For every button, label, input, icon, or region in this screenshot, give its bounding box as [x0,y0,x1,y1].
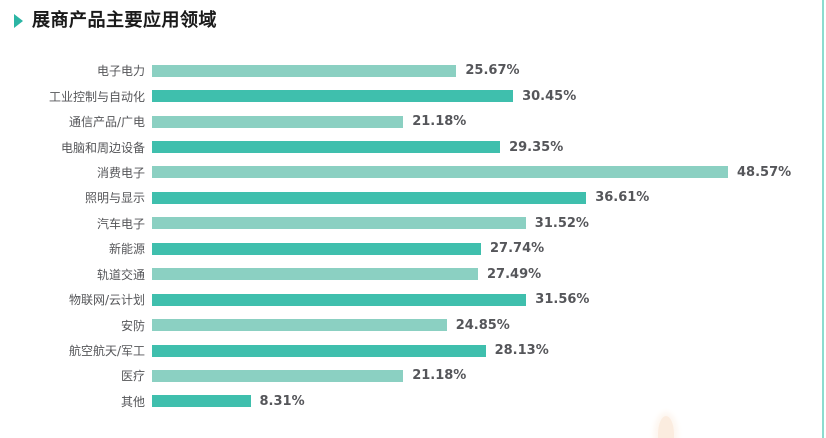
value-label: 31.52% [534,215,589,231]
bar [152,369,404,382]
chart-row: 电子电力 25.67% [0,58,800,83]
category-label: 安防 [120,318,145,333]
bar [152,166,728,179]
value-label: 25.67% [465,63,520,79]
value-label: 48.57% [737,164,792,180]
value-label: 29.35% [509,139,564,155]
bar [152,64,457,77]
category-label: 电脑和周边设备 [60,140,145,155]
bar [152,141,501,154]
value-label: 31.56% [535,292,590,308]
value-label: 24.85% [455,317,510,333]
chart-row: 工业控制与自动化 30.45% [0,83,800,108]
value-label: 30.45% [522,88,577,104]
category-label: 消费电子 [96,165,145,180]
category-label: 轨道交通 [96,267,145,282]
bar [152,293,527,306]
bar [152,395,251,408]
bar [152,191,587,204]
bar [152,344,486,357]
category-label: 医疗 [120,369,145,384]
bar [152,242,481,255]
value-label: 21.18% [412,368,467,384]
chart-row: 电脑和周边设备 29.35% [0,134,800,159]
chart-row: 医疗 21.18% [0,363,800,388]
peach-decoration [658,416,674,438]
bar [152,319,447,332]
value-label: 28.13% [494,343,549,359]
chart-row: 轨道交通 27.49% [0,262,800,287]
value-label: 21.18% [412,114,467,130]
chart-row: 消费电子 48.57% [0,160,800,185]
value-label: 27.74% [490,241,545,257]
category-label: 航空航天/军工 [68,344,145,359]
page-title: 展商产品主要应用领域 [32,10,217,31]
title-marker-icon [14,14,23,28]
bar [152,90,514,103]
category-label: 汽车电子 [96,216,145,231]
chart-row: 新能源 27.74% [0,236,800,261]
bar-chart: 电子电力 25.67% 工业控制与自动化 30.45% 通信产品/广电 21.1… [0,58,800,414]
bar [152,217,526,230]
chart-header: 展商产品主要应用领域 [14,12,217,30]
chart-row: 其他 8.31% [0,389,800,414]
category-label: 通信产品/广电 [68,115,145,130]
chart-row: 通信产品/广电 21.18% [0,109,800,134]
chart-row: 汽车电子 31.52% [0,211,800,236]
bar [152,268,478,281]
category-label: 物联网/云计划 [68,293,145,308]
right-edge-divider [822,0,824,438]
chart-row: 照明与显示 36.61% [0,185,800,210]
chart-row: 航空航天/军工 28.13% [0,338,800,363]
category-label: 工业控制与自动化 [48,89,145,104]
value-label: 36.61% [595,190,650,206]
chart-row: 物联网/云计划 31.56% [0,287,800,312]
category-label: 照明与显示 [84,191,145,206]
value-label: 8.31% [259,393,305,409]
bar [152,115,404,128]
chart-row: 安防 24.85% [0,312,800,337]
category-label: 新能源 [108,242,145,257]
category-label: 其他 [120,394,145,409]
category-label: 电子电力 [96,64,145,79]
value-label: 27.49% [487,266,542,282]
